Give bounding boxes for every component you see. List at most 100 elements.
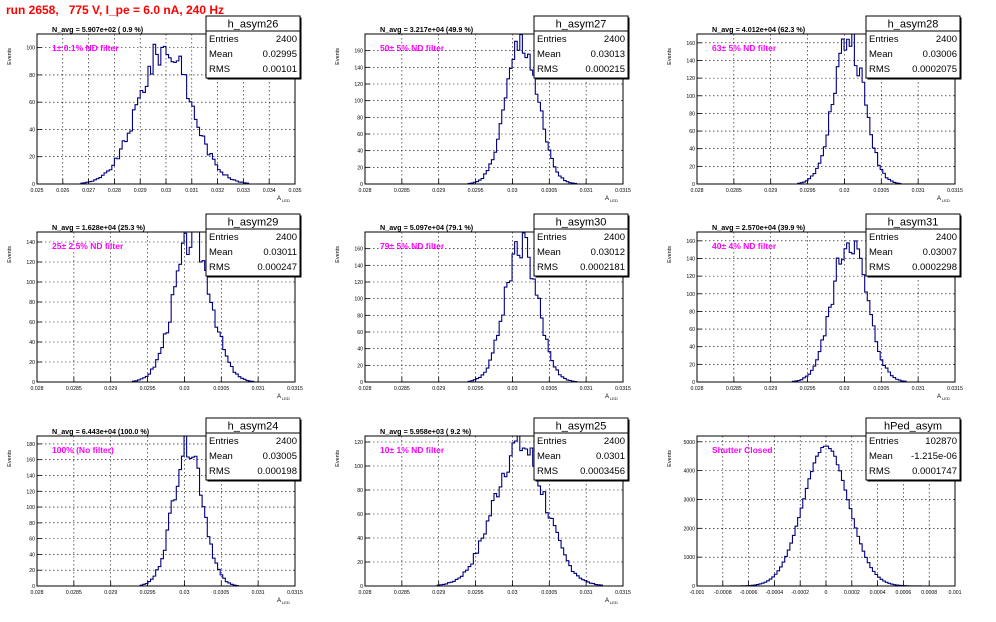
- stats-label: Mean: [209, 451, 233, 462]
- x-tick-label: 0.001: [949, 590, 962, 596]
- x-tick-label: 0.0295: [468, 590, 484, 596]
- histogram-panel-h_asym29: 0.028 0.0285 0.029 0.0295 0.03 0.0305 0.031 0.0…: [7, 213, 303, 401]
- y-tick-label: 80: [357, 488, 363, 494]
- y-tick-label: 3000: [683, 497, 695, 503]
- x-tick-label: 0.034: [263, 188, 276, 194]
- y-tick-label: 160: [686, 239, 695, 245]
- histogram-panel-h_asym28: 0.028 0.0285 0.029 0.0295 0.03 0.0305 0.031 0.0…: [667, 15, 963, 203]
- stats-value: 0.03007: [923, 247, 957, 258]
- y-tick-label: 100: [354, 297, 363, 303]
- y-tick-label: 20: [29, 360, 35, 366]
- y-axis-label: Events: [667, 246, 673, 263]
- stats-label: Mean: [209, 247, 233, 258]
- x-tick-label: 0.0315: [947, 386, 963, 392]
- y-tick-label: 120: [26, 260, 35, 266]
- y-tick-label: 80: [29, 300, 35, 306]
- stats-label: Entries: [209, 436, 239, 447]
- x-tick-label: 0.031: [912, 188, 925, 194]
- histogram-name: h_asym24: [228, 421, 279, 433]
- stats-value: 0.03005: [263, 451, 297, 462]
- x-axis-label: ALED: [277, 598, 290, 605]
- n-avg-label: N_avg = 1.628e+04 (25.3 %): [52, 223, 146, 232]
- stats-value: 0.03012: [591, 247, 625, 258]
- y-tick-label: 120: [686, 274, 695, 280]
- stats-box: [205, 417, 301, 481]
- x-tick-label: 0.03: [507, 386, 517, 392]
- y-tick-label: 120: [354, 82, 363, 88]
- stats-label: Mean: [869, 49, 893, 60]
- y-tick-label: 100: [26, 46, 35, 52]
- y-tick-label: 120: [354, 280, 363, 286]
- stats-value: 0.00101: [263, 64, 297, 75]
- x-tick-label: 0.031: [580, 386, 593, 392]
- y-tick-label: 60: [357, 330, 363, 336]
- x-tick-label: 0.028: [31, 386, 44, 392]
- x-tick-label: 0.0285: [726, 188, 742, 194]
- x-axis-label: ALED: [277, 196, 290, 203]
- x-tick-label: 0.0002: [844, 590, 860, 596]
- y-tick-label: 0: [692, 182, 695, 188]
- plot-frame: [36, 435, 296, 587]
- y-tick-label: 140: [354, 263, 363, 269]
- x-tick-label: -0.001: [690, 590, 705, 596]
- y-axis-label: Events: [667, 48, 673, 65]
- x-tick-label: 0.0285: [394, 188, 410, 194]
- stats-label: Mean: [537, 247, 561, 258]
- x-tick-label: -0.0006: [740, 590, 758, 596]
- plot-frame: [36, 231, 296, 383]
- y-tick-label: 140: [354, 65, 363, 71]
- x-tick-label: 0.0285: [394, 386, 410, 392]
- x-tick-label: 0.029: [134, 188, 147, 194]
- y-tick-label: 100: [686, 292, 695, 298]
- y-tick-label: 20: [357, 165, 363, 171]
- plot-frame: [364, 33, 624, 185]
- y-tick-label: 120: [26, 489, 35, 495]
- x-tick-label: 0.0285: [394, 590, 410, 596]
- x-tick-label: 0.029: [104, 590, 117, 596]
- x-tick-label: 0.027: [82, 188, 95, 194]
- y-tick-label: 80: [29, 73, 35, 79]
- x-tick-label: -0.0004: [766, 590, 784, 596]
- histogram-panel-h_asym27: 0.028 0.0285 0.029 0.0295 0.03 0.0305 0.031 0.0…: [335, 15, 631, 203]
- stats-label: Entries: [537, 232, 567, 243]
- x-tick-label: 0.031: [912, 386, 925, 392]
- y-axis-label: Events: [335, 246, 341, 263]
- y-tick-label: 100: [354, 464, 363, 470]
- stats-box: [533, 15, 629, 79]
- x-tick-label: 0.029: [432, 188, 445, 194]
- histogram-panel-h_asym24: 0.028 0.0285 0.029 0.0295 0.03 0.0305 0.031 0.0…: [7, 417, 303, 605]
- stats-value: 0.0002075: [912, 64, 957, 75]
- stats-label: RMS: [209, 466, 230, 477]
- y-tick-label: 40: [357, 347, 363, 353]
- plot-frame: [696, 231, 956, 383]
- y-tick-label: 40: [29, 340, 35, 346]
- stats-value: 2400: [276, 436, 297, 447]
- x-tick-label: 0.0295: [800, 188, 816, 194]
- y-tick-label: 160: [686, 41, 695, 47]
- stats-value: 0.03013: [591, 49, 625, 60]
- x-tick-label: 0.0315: [287, 590, 303, 596]
- stats-value: 102870: [925, 436, 957, 447]
- x-tick-label: 0.0285: [66, 590, 82, 596]
- y-tick-label: 100: [26, 280, 35, 286]
- x-tick-label: 0.0305: [213, 386, 229, 392]
- x-tick-label: 0.0285: [66, 386, 82, 392]
- x-tick-label: 0.03: [179, 386, 189, 392]
- x-tick-label: -0.0002: [791, 590, 809, 596]
- stats-label: RMS: [869, 262, 890, 273]
- stats-value: 0.000198: [257, 466, 297, 477]
- histogram-name: h_asym31: [888, 217, 939, 229]
- y-tick-label: 40: [689, 345, 695, 351]
- y-tick-label: 0: [692, 584, 695, 590]
- y-tick-label: 0: [32, 182, 35, 188]
- filter-annotation: 63± 5% ND filter: [712, 43, 777, 53]
- histogram-name: h_asym26: [228, 19, 279, 31]
- x-tick-label: 0.0006: [895, 590, 911, 596]
- x-tick-label: 0.028: [31, 590, 44, 596]
- y-tick-label: 120: [686, 76, 695, 82]
- x-tick-label: 0.0305: [541, 386, 557, 392]
- x-tick-label: 0.0295: [468, 188, 484, 194]
- x-tick-label: 0.03: [507, 590, 517, 596]
- x-tick-label: 0.03: [507, 188, 517, 194]
- y-tick-label: 80: [689, 111, 695, 117]
